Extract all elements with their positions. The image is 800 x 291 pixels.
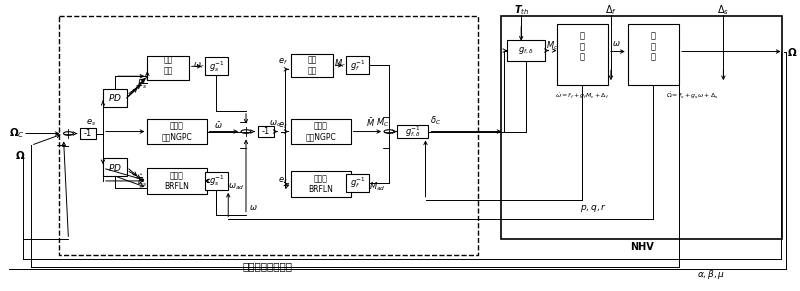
Text: -1: -1 bbox=[262, 127, 270, 136]
Text: $\hat{E}_s$: $\hat{E}_s$ bbox=[138, 173, 147, 189]
Bar bbox=[291, 54, 333, 77]
Bar bbox=[103, 89, 126, 107]
Text: $M_C$: $M_C$ bbox=[377, 116, 390, 129]
Bar bbox=[557, 24, 608, 85]
Text: $e_f$: $e_f$ bbox=[278, 56, 287, 67]
Text: $\Delta_f$: $\Delta_f$ bbox=[605, 3, 617, 17]
Text: 慢回路
BRFLN: 慢回路 BRFLN bbox=[165, 171, 190, 191]
Text: $M_{ad}$: $M_{ad}$ bbox=[369, 181, 386, 193]
Bar bbox=[397, 125, 429, 139]
Text: NHV: NHV bbox=[630, 242, 654, 252]
Text: $\mathbf{\Omega}$: $\mathbf{\Omega}$ bbox=[15, 149, 26, 161]
Bar bbox=[58, 16, 478, 255]
Text: $\hat{E}_s$: $\hat{E}_s$ bbox=[138, 75, 147, 91]
Bar bbox=[502, 16, 782, 239]
Bar bbox=[291, 171, 350, 197]
Text: -1: -1 bbox=[84, 129, 92, 138]
Text: $-$: $-$ bbox=[381, 111, 391, 121]
Text: $e_f$: $e_f$ bbox=[278, 120, 287, 131]
Text: 快回路
标称NGPC: 快回路 标称NGPC bbox=[306, 122, 336, 141]
Text: $PD$: $PD$ bbox=[108, 93, 122, 104]
Text: $\dot{\Omega}=f_s+g_s\omega+\Delta_s$: $\dot{\Omega}=f_s+g_s\omega+\Delta_s$ bbox=[666, 91, 718, 101]
Bar bbox=[147, 56, 189, 80]
Circle shape bbox=[384, 130, 394, 133]
Circle shape bbox=[241, 130, 251, 133]
Text: $\alpha, \beta, \mu$: $\alpha, \beta, \mu$ bbox=[698, 268, 726, 281]
Text: $p, q, r$: $p, q, r$ bbox=[580, 202, 606, 214]
Text: $PD$: $PD$ bbox=[108, 162, 122, 173]
Text: $\mathbf{\Omega}$: $\mathbf{\Omega}$ bbox=[787, 45, 798, 58]
Text: $\omega_c$: $\omega_c$ bbox=[269, 118, 281, 129]
Bar bbox=[258, 126, 274, 137]
Text: $e_s$: $e_s$ bbox=[86, 117, 96, 128]
Bar bbox=[346, 56, 370, 74]
Text: $g_s^{-1}$: $g_s^{-1}$ bbox=[209, 173, 224, 188]
Circle shape bbox=[63, 132, 74, 135]
Text: $-$: $-$ bbox=[381, 142, 391, 152]
Text: $-$: $-$ bbox=[61, 140, 70, 150]
Text: $\boldsymbol{T}_{th}$: $\boldsymbol{T}_{th}$ bbox=[514, 3, 529, 17]
Bar bbox=[147, 168, 206, 194]
Bar bbox=[103, 158, 126, 176]
Bar bbox=[346, 174, 370, 192]
Bar bbox=[291, 119, 350, 144]
Text: 快回路
BRFLN: 快回路 BRFLN bbox=[309, 174, 334, 194]
Text: 快
动
态: 快 动 态 bbox=[580, 32, 585, 61]
Text: $g_{f,\delta}^{-1}$: $g_{f,\delta}^{-1}$ bbox=[405, 124, 421, 139]
Text: 鲁棒
控制: 鲁棒 控制 bbox=[307, 56, 317, 75]
Text: $\omega_{ad}$: $\omega_{ad}$ bbox=[228, 182, 244, 192]
Text: $\bar{\omega}$: $\bar{\omega}$ bbox=[214, 120, 222, 131]
Text: $g_s^{-1}$: $g_s^{-1}$ bbox=[209, 59, 224, 74]
Bar bbox=[205, 57, 228, 75]
Text: $-$: $-$ bbox=[238, 142, 248, 152]
Text: 慢回路
标称NGPC: 慢回路 标称NGPC bbox=[162, 122, 192, 141]
Text: 鲁棒
控制: 鲁棒 控制 bbox=[163, 56, 173, 75]
Text: $e_f$: $e_f$ bbox=[278, 176, 287, 186]
Text: $M_c$: $M_c$ bbox=[546, 39, 558, 52]
Text: $\omega$: $\omega$ bbox=[249, 203, 258, 212]
Text: $\mathbf{\Omega}_C$: $\mathbf{\Omega}_C$ bbox=[10, 127, 26, 141]
Text: $-$: $-$ bbox=[238, 116, 248, 126]
Text: 慢
动
态: 慢 动 态 bbox=[651, 32, 656, 61]
Bar bbox=[205, 172, 228, 190]
Text: $\Delta_s$: $\Delta_s$ bbox=[718, 3, 730, 17]
Text: 非线性姿态控制器: 非线性姿态控制器 bbox=[242, 261, 293, 271]
Text: $g_f^{-1}$: $g_f^{-1}$ bbox=[350, 58, 366, 73]
Bar bbox=[628, 24, 679, 85]
Bar bbox=[147, 119, 206, 144]
Text: $\bar{M}$: $\bar{M}$ bbox=[366, 116, 374, 129]
Bar bbox=[507, 40, 545, 61]
Text: $g_{f,\delta}$: $g_{f,\delta}$ bbox=[518, 45, 534, 56]
Text: $M_r$: $M_r$ bbox=[334, 57, 346, 70]
Text: $\omega$: $\omega$ bbox=[611, 39, 620, 48]
Text: $-$: $-$ bbox=[55, 139, 66, 152]
Bar bbox=[80, 127, 96, 139]
Text: $g_f^{-1}$: $g_f^{-1}$ bbox=[350, 175, 366, 190]
Text: $\delta_C$: $\delta_C$ bbox=[430, 114, 441, 127]
Text: $\dot{\omega}=f_f+g_fM_c+\Delta_f$: $\dot{\omega}=f_f+g_fM_c+\Delta_f$ bbox=[555, 91, 610, 101]
Text: $\omega_r$: $\omega_r$ bbox=[193, 60, 205, 71]
